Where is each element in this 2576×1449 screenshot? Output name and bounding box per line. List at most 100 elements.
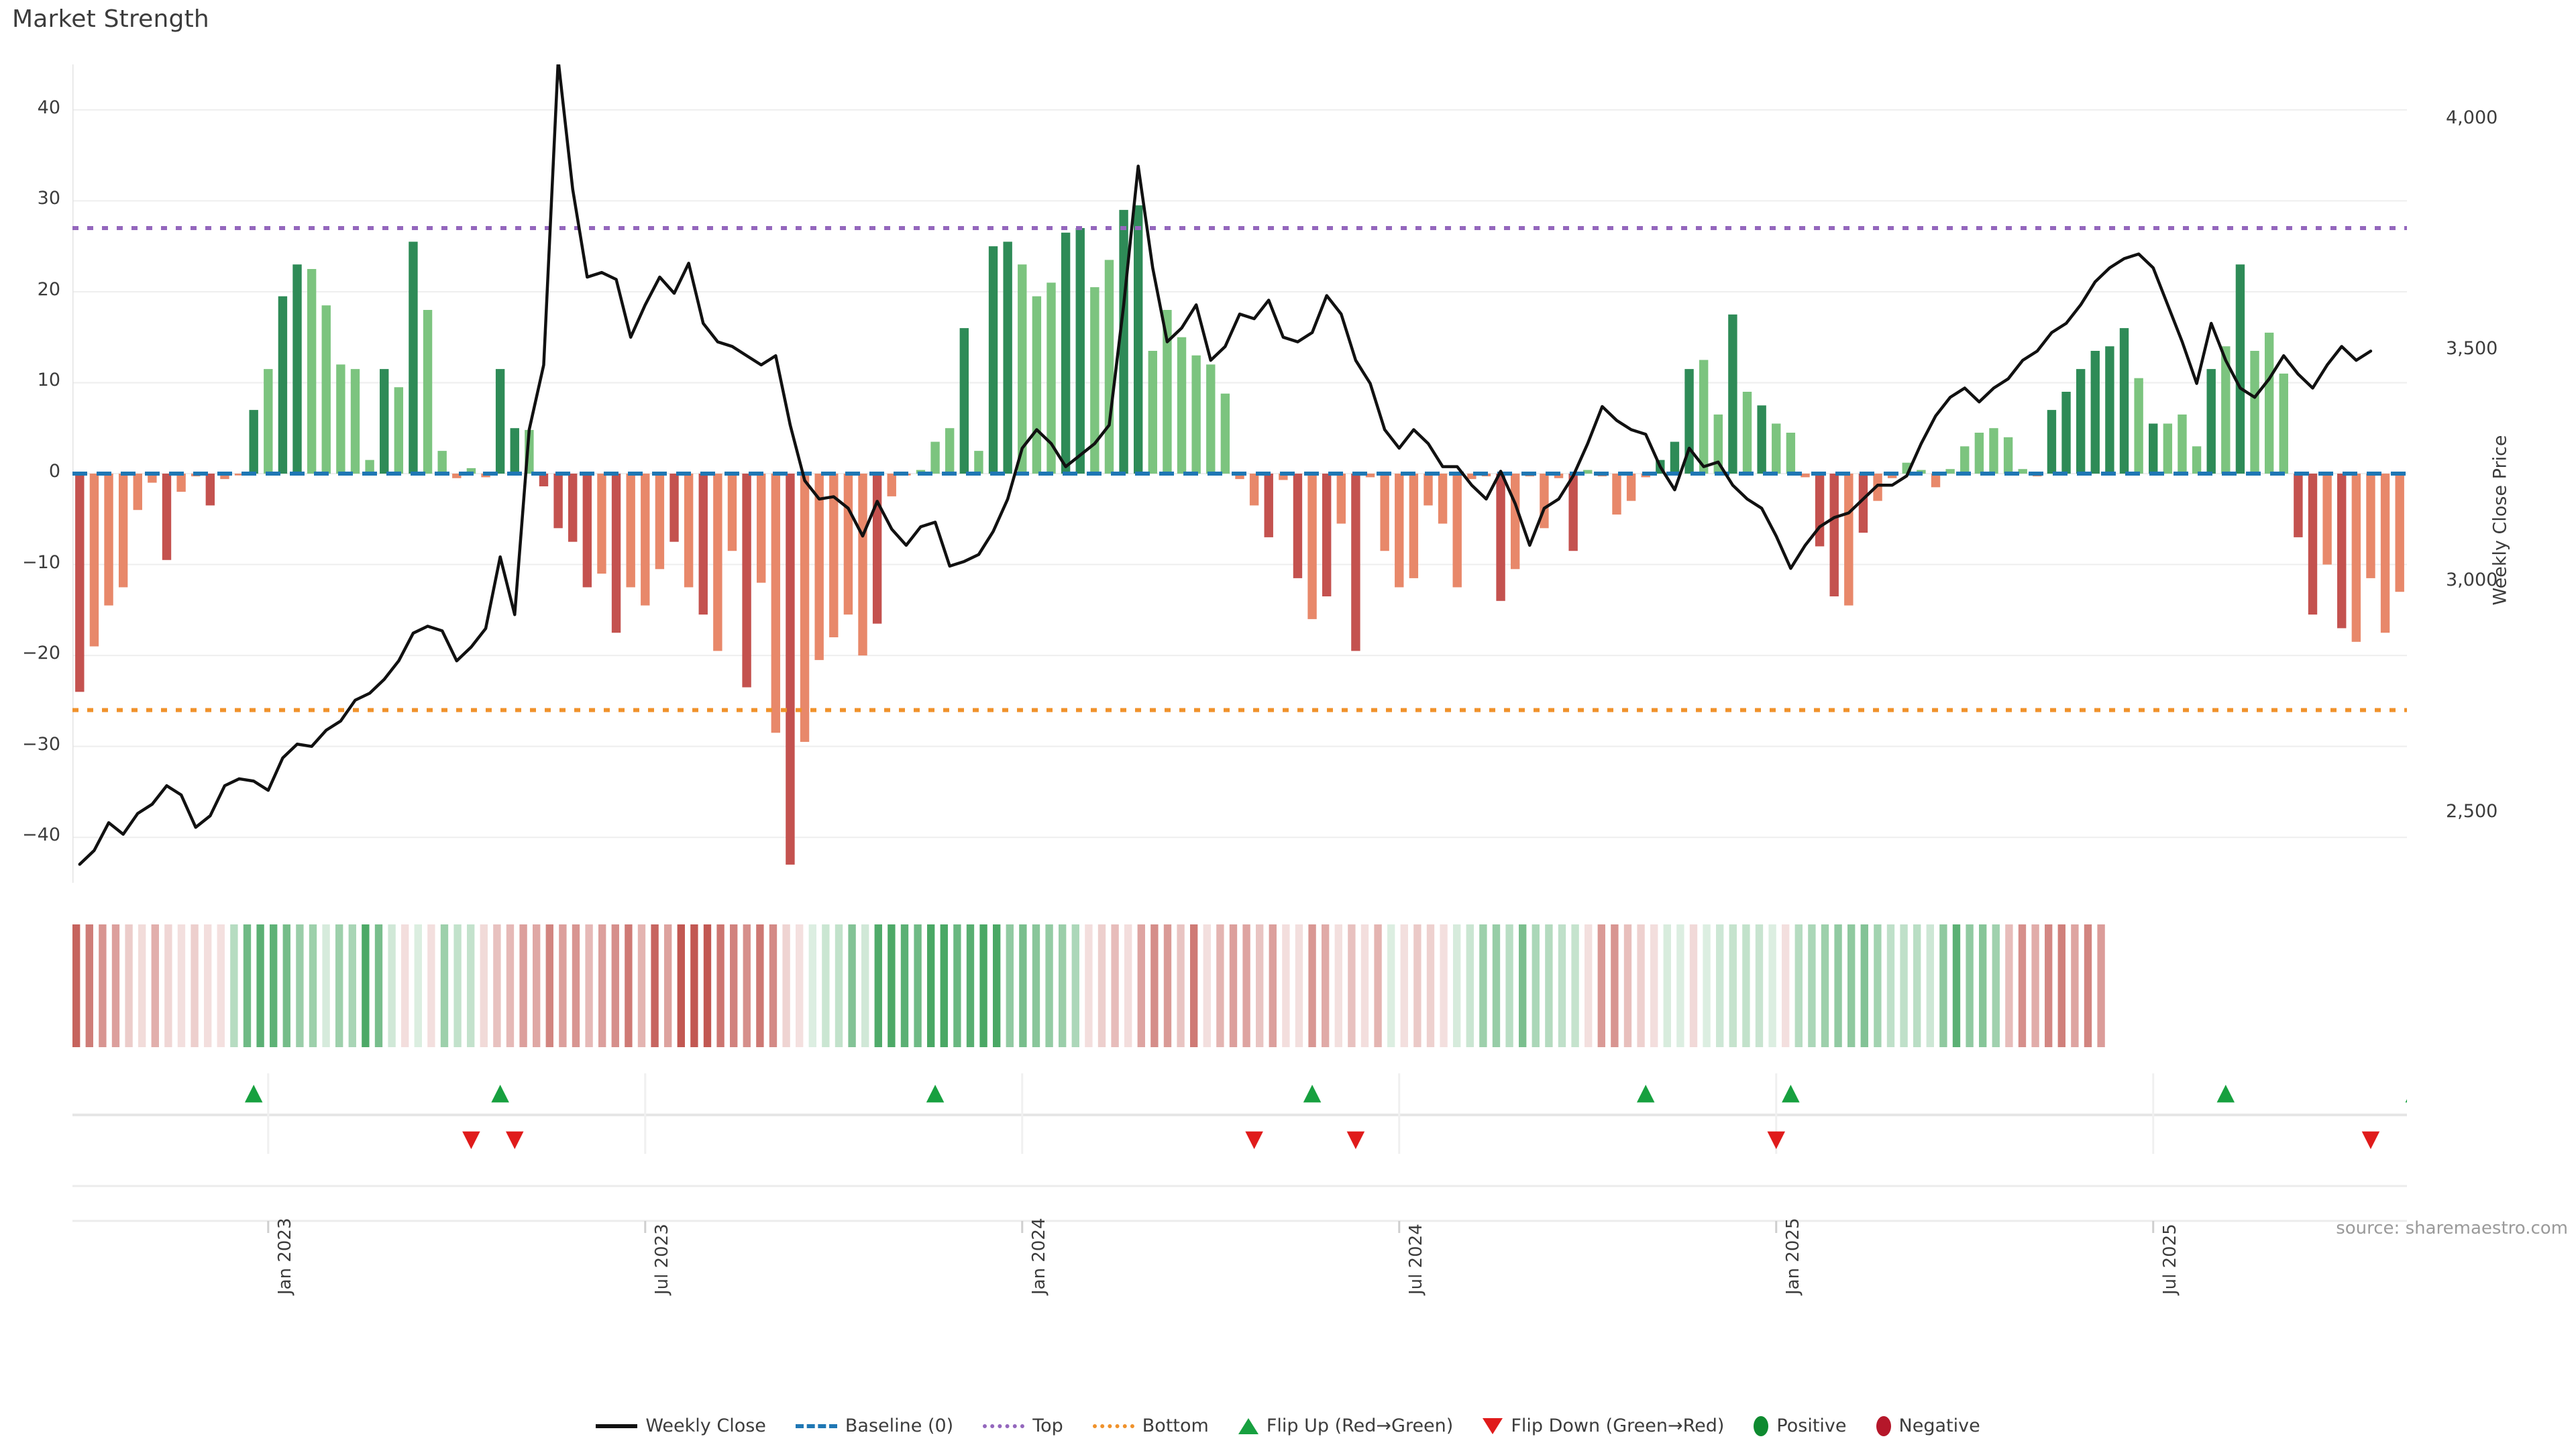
strength-bar: [2090, 351, 2100, 474]
heatmap-cell: [1348, 924, 1356, 1047]
heatmap-cell: [230, 924, 238, 1047]
flip-down-marker: [505, 1131, 524, 1149]
heatmap-cell: [993, 924, 1001, 1047]
heatmap-cell: [1952, 924, 1961, 1047]
legend-item[interactable]: Weekly Close: [596, 1415, 766, 1436]
strength-bar: [133, 474, 142, 511]
strength-bar: [872, 474, 882, 624]
strength-bar: [2163, 423, 2173, 474]
heatmap-cell: [625, 924, 633, 1047]
heatmap-cell: [1177, 924, 1185, 1047]
strength-bar: [1365, 474, 1375, 478]
flip-up-marker: [491, 1085, 509, 1103]
heatmap-cell: [85, 924, 93, 1047]
strength-bar: [1612, 474, 1621, 515]
heatmap-cell: [243, 924, 252, 1047]
strength-bar: [321, 305, 331, 474]
strength-bar: [1554, 474, 1564, 478]
heatmap-cell: [1453, 924, 1461, 1047]
heatmap-cell: [1242, 924, 1250, 1047]
heatmap-cell: [388, 924, 396, 1047]
left-axis-tick: −40: [22, 824, 60, 846]
legend-item[interactable]: Baseline (0): [795, 1415, 953, 1436]
strength-bar: [959, 328, 969, 474]
strength-bar: [945, 428, 955, 474]
heatmap-cell: [677, 924, 685, 1047]
heatmap-cell: [2031, 924, 2039, 1047]
strength-bar: [2076, 369, 2086, 474]
strength-bar: [757, 474, 766, 583]
heatmap-cell: [282, 924, 290, 1047]
heatmap-cell: [191, 924, 199, 1047]
heatmap-cell: [927, 924, 935, 1047]
strength-bar: [1380, 474, 1389, 551]
heatmap-cell: [1479, 924, 1487, 1047]
legend-item[interactable]: Positive: [1754, 1415, 1847, 1436]
flip-marker-svg: [72, 1073, 2510, 1154]
strength-bar: [2003, 437, 2013, 474]
strength-bar: [1395, 474, 1404, 588]
strength-bar: [1772, 423, 1781, 474]
strength-bar: [1249, 474, 1259, 506]
x-axis-tick: Jul 2023: [651, 1224, 672, 1295]
heatmap-cell: [1137, 924, 1145, 1047]
heatmap-cell: [1203, 924, 1211, 1047]
flip-up-marker: [2216, 1085, 2235, 1103]
positive-dot-icon: [1754, 1415, 1769, 1436]
heatmap-cell: [138, 924, 146, 1047]
heatmap-cell: [664, 924, 672, 1047]
strength-bar: [1713, 414, 1723, 474]
heatmap-cell: [914, 924, 922, 1047]
heatmap-cell: [1729, 924, 1737, 1047]
strength-bar: [655, 474, 665, 570]
heatmap-cell: [99, 924, 107, 1047]
legend-item-label: Negative: [1898, 1415, 1980, 1436]
heatmap-cell: [506, 924, 515, 1047]
strength-bar: [1003, 241, 1012, 474]
legend-item-label: Flip Up (Red→Green): [1266, 1415, 1454, 1436]
strength-bar: [380, 369, 389, 474]
heatmap-cell: [1492, 924, 1501, 1047]
strength-bar: [1786, 433, 1796, 474]
x-axis-tick: Jan 2025: [1782, 1218, 1803, 1295]
heatmap-cell: [1019, 924, 1027, 1047]
strength-bar: [2178, 414, 2187, 474]
heatmap-cell: [835, 924, 843, 1047]
strength-bar: [1220, 393, 1230, 474]
strength-bar: [1496, 474, 1505, 601]
strength-bar: [2337, 474, 2347, 629]
legend-item[interactable]: Flip Up (Red→Green): [1238, 1415, 1454, 1436]
heatmap-cell: [559, 924, 567, 1047]
heatmap-cell: [848, 924, 856, 1047]
heatmap-cell: [1440, 924, 1448, 1047]
strength-bar: [1351, 474, 1360, 651]
strength-bar: [1206, 364, 1216, 474]
legend-item-label: Bottom: [1142, 1415, 1209, 1436]
heatmap-cell: [1571, 924, 1579, 1047]
left-axis-tick: 0: [48, 461, 60, 482]
heatmap-cell: [651, 924, 659, 1047]
heatmap-cell: [1216, 924, 1224, 1047]
flip-down-marker: [1346, 1131, 1365, 1149]
heatmap-cell: [2097, 924, 2105, 1047]
strength-bar: [148, 474, 157, 483]
legend-item[interactable]: Bottom: [1092, 1415, 1209, 1436]
heatmap-cell: [125, 924, 133, 1047]
strength-bar: [626, 474, 635, 588]
heatmap-cell: [1334, 924, 1342, 1047]
legend-item[interactable]: Negative: [1876, 1415, 1980, 1436]
strength-bar: [2322, 474, 2332, 565]
heatmap-cell: [1360, 924, 1369, 1047]
heatmap-cell: [2057, 924, 2065, 1047]
heatmap-cell: [716, 924, 724, 1047]
heatmap-cell: [1874, 924, 1882, 1047]
legend-item[interactable]: Flip Down (Green→Red): [1483, 1415, 1724, 1436]
bottom-axis-svg: [72, 1185, 2407, 1233]
heatmap-cell: [1860, 924, 1868, 1047]
strength-bar: [539, 474, 549, 486]
strength-bar: [1757, 405, 1766, 474]
legend-item[interactable]: Top: [983, 1415, 1063, 1436]
heatmap-cell: [1059, 924, 1067, 1047]
heatmap-cell: [1505, 924, 1513, 1047]
